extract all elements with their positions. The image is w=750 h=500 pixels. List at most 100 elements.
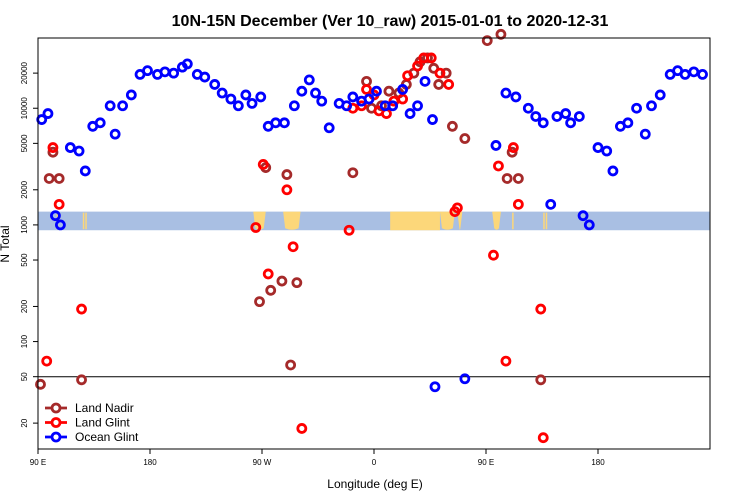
y-axis: 20 50 100 200 500 1000 2000 5000 10000 20000 (20, 61, 38, 428)
y-tick-label: 1000 (20, 215, 29, 233)
y-tick-label: 10000 (20, 97, 29, 120)
data-point (434, 67, 446, 79)
data-point (363, 93, 375, 105)
data-point (356, 100, 367, 112)
y-tick-label: 5000 (20, 134, 29, 152)
legend-swatch-marker (50, 402, 62, 414)
data-point (76, 303, 87, 315)
data-point (35, 378, 46, 390)
data-point (125, 89, 137, 101)
y-tick-label: 50 (20, 372, 29, 381)
data-point (296, 85, 308, 97)
data-point (459, 373, 471, 385)
data-point (361, 84, 372, 95)
data-point (404, 108, 416, 119)
legend-label: Land Nadir (75, 401, 134, 415)
x-axis-label: Longitude (deg E) (327, 477, 422, 491)
data-point (500, 355, 512, 367)
data-point (168, 67, 180, 79)
data-point (64, 142, 76, 153)
coverage-tick (543, 212, 545, 230)
data-point (316, 95, 328, 107)
data-point (510, 91, 522, 103)
data-point (495, 28, 507, 40)
data-point (383, 85, 395, 97)
data-point (501, 173, 513, 184)
data-point (265, 284, 277, 296)
data-point (117, 100, 129, 112)
data-point (278, 117, 290, 129)
x-axis: 90 E 180 90 W 0 90 E 180 (30, 449, 605, 467)
data-point (43, 173, 55, 184)
data-point (303, 74, 315, 86)
data-point (53, 198, 65, 210)
coverage-tick (82, 212, 85, 230)
data-point (347, 91, 359, 103)
data-point (270, 117, 282, 129)
data-point (646, 100, 657, 112)
data-point (347, 167, 359, 179)
data-point (537, 432, 549, 444)
data-point (94, 117, 106, 129)
data-point (419, 75, 431, 87)
coverage-region (457, 211, 463, 230)
data-point (254, 296, 265, 308)
data-point (697, 69, 708, 80)
y-tick-label: 100 (20, 334, 29, 348)
data-point (679, 69, 691, 80)
data-point (607, 165, 619, 177)
coverage-tick (545, 212, 548, 230)
x-tick-label: 90 E (30, 458, 46, 467)
data-point (537, 117, 549, 129)
data-point (601, 145, 613, 157)
data-point (577, 210, 589, 222)
data-point (429, 381, 441, 393)
y-tick-label: 20 (20, 418, 29, 427)
coverage-tick (85, 212, 87, 230)
data-point (199, 71, 211, 83)
data-point (287, 241, 299, 253)
data-point (493, 160, 504, 172)
data-point (654, 89, 666, 101)
legend-label: Land Glint (75, 416, 130, 430)
coverage-region (439, 211, 455, 230)
y-tick-label: 500 (20, 253, 29, 267)
data-point (500, 87, 512, 99)
data-point (522, 102, 534, 114)
data-point (42, 108, 54, 119)
data-point (412, 60, 423, 72)
data-point (209, 79, 221, 90)
x-tick-label: 180 (143, 458, 157, 467)
data-point (446, 120, 458, 132)
x-tick-label: 0 (372, 458, 377, 467)
data-point (535, 303, 547, 315)
data-point (257, 159, 269, 170)
data-point (296, 423, 308, 434)
data-point (573, 111, 585, 122)
data-point (387, 100, 399, 112)
chart-title: 10N-15N December (Ver 10_raw) 2015-01-01… (172, 13, 609, 30)
data-point (246, 98, 258, 109)
data-point (451, 202, 463, 214)
data-point (507, 142, 519, 153)
data-point (76, 374, 87, 386)
data-point (341, 100, 353, 112)
data-point (216, 87, 228, 99)
y-tick-label: 2000 (20, 180, 29, 198)
data-point (250, 222, 262, 233)
coverage-region (253, 211, 266, 230)
data-point (232, 100, 244, 112)
data-point (73, 145, 85, 157)
y-axis-label: N Total (0, 225, 12, 262)
data-point (281, 169, 293, 180)
data-point (560, 108, 572, 119)
data-point (225, 93, 237, 105)
data-point (371, 85, 382, 97)
data-point (343, 224, 355, 236)
coverage-overlay (56, 211, 548, 231)
data-point (159, 66, 171, 78)
data-point (79, 165, 91, 177)
data-point (50, 210, 61, 222)
coverage-tick (512, 212, 514, 230)
